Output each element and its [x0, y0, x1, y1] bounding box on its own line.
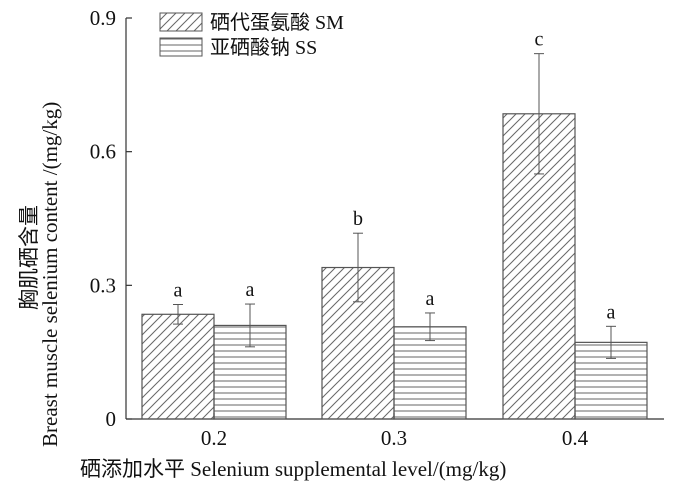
y-tick-label: 0: [106, 407, 117, 431]
x-axis-label: 硒添加水平 Selenium supplemental level/(mg/kg…: [80, 457, 506, 481]
x-axis-ticks: 0.2 0.3 0.4: [201, 413, 589, 450]
significance-labels: a a b a c a: [174, 29, 616, 324]
bar-ss-0.3: [393, 326, 467, 420]
legend-label-ss: 亚硒酸钠 SS: [210, 36, 317, 59]
legend-swatch-sm: [159, 12, 203, 32]
legend-swatch-ss: [159, 37, 203, 57]
bar-series: [141, 113, 648, 420]
y-tick-label: 0.6: [90, 140, 116, 164]
legend: 硒代蛋氨酸 SM 亚硒酸钠 SS: [159, 11, 344, 59]
significance-label: c: [535, 29, 544, 51]
x-tick-label: 0.2: [201, 426, 227, 450]
significance-label: b: [353, 208, 363, 230]
y-axis-label-cn: 胸肌硒含量: [17, 205, 41, 310]
bar-sm-0.2: [141, 313, 215, 420]
significance-label: a: [426, 288, 435, 310]
significance-label: a: [174, 279, 183, 301]
y-axis-ticks: 0 0.3 0.6 0.9: [90, 6, 132, 431]
legend-label-sm: 硒代蛋氨酸 SM: [210, 11, 344, 34]
y-axis-label-en: Breast muscle selenium content /(mg/kg): [38, 102, 62, 447]
significance-label: a: [246, 279, 255, 301]
y-tick-label: 0.9: [90, 6, 116, 30]
x-tick-label: 0.4: [562, 426, 589, 450]
significance-label: a: [607, 301, 616, 323]
y-tick-label: 0.3: [90, 273, 116, 297]
error-bars: [173, 53, 616, 359]
x-tick-label: 0.3: [381, 426, 407, 450]
